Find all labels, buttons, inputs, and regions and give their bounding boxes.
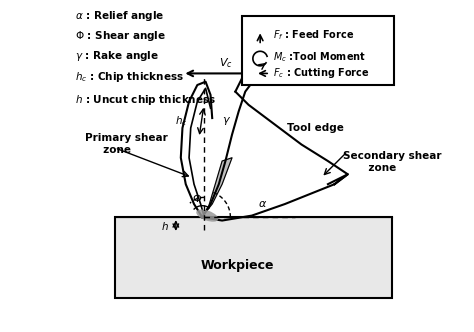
Text: $\Phi$ : Shear angle: $\Phi$ : Shear angle: [75, 29, 166, 43]
Polygon shape: [202, 158, 232, 217]
Text: Primary shear
     zone: Primary shear zone: [85, 133, 168, 154]
Text: $\alpha$: $\alpha$: [258, 199, 268, 209]
Text: Tool edge: Tool edge: [287, 123, 344, 133]
Text: $\gamma$ : Rake angle: $\gamma$ : Rake angle: [75, 48, 159, 63]
FancyBboxPatch shape: [242, 16, 394, 85]
Text: $\gamma$: $\gamma$: [222, 115, 231, 127]
Text: $F_c$ : Cutting Force: $F_c$ : Cutting Force: [273, 66, 370, 80]
Text: $\Phi$: $\Phi$: [192, 192, 202, 204]
Text: $\alpha$ : Relief angle: $\alpha$ : Relief angle: [75, 9, 164, 23]
Text: $h_c$ : Chip thickness: $h_c$ : Chip thickness: [75, 70, 184, 84]
Ellipse shape: [196, 209, 218, 222]
Text: Secondary shear
       zone: Secondary shear zone: [343, 151, 441, 173]
Bar: [115, 217, 392, 298]
Text: $V_c$: $V_c$: [219, 56, 232, 70]
Text: $h$ : Uncut chip thickness: $h$ : Uncut chip thickness: [75, 93, 216, 107]
Text: $F_f$ : Feed Force: $F_f$ : Feed Force: [273, 29, 355, 42]
Text: $h_c$: $h_c$: [175, 115, 187, 128]
Text: Workpiece: Workpiece: [200, 259, 274, 272]
Text: $h$: $h$: [161, 219, 169, 231]
Text: $M_c$ :Tool Moment: $M_c$ :Tool Moment: [273, 51, 366, 64]
